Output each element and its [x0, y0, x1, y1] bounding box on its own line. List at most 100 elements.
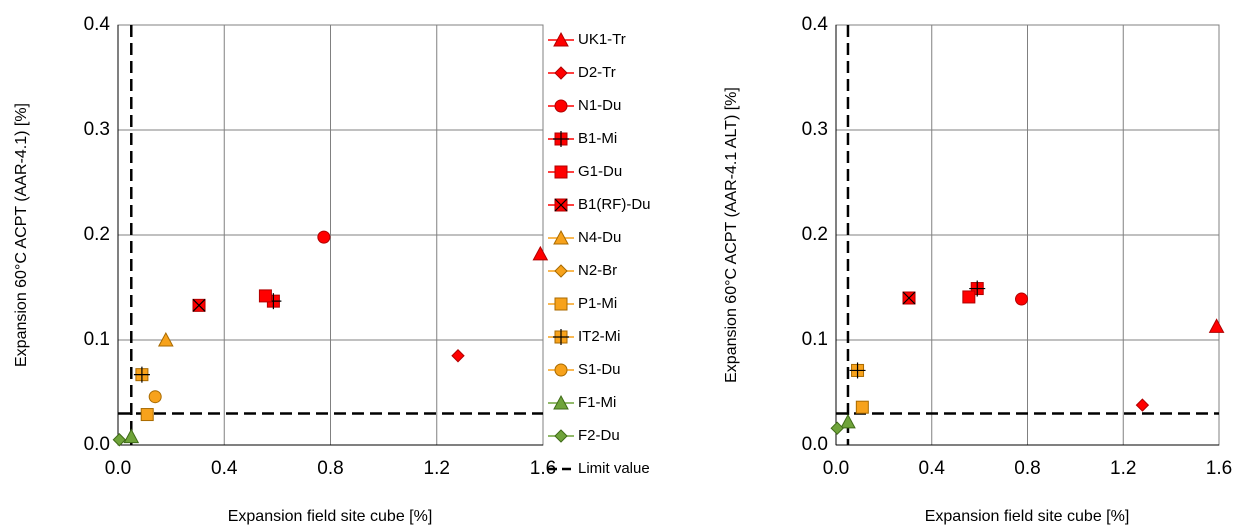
marker-shape	[532, 245, 549, 261]
marker	[554, 165, 568, 179]
y-tick-label: 0.3	[802, 119, 828, 140]
y-axis-title: Expansion 60°C ACPT (AAR-4.1) [%]	[13, 103, 30, 367]
legend-label: S1-Du	[578, 361, 621, 378]
marker	[554, 363, 568, 377]
marker-shape	[554, 363, 568, 377]
marker-shape	[830, 421, 844, 435]
marker-shape	[554, 297, 568, 311]
y-tick-label: 0.0	[84, 434, 110, 455]
marker	[840, 413, 856, 429]
marker-shape	[554, 66, 568, 80]
legend-label: UK1-Tr	[578, 31, 626, 48]
marker	[554, 297, 568, 311]
legend-label: P1-Mi	[578, 295, 617, 312]
legend-label: B1(RF)-Du	[578, 196, 651, 213]
y-tick-label: 0.0	[802, 434, 828, 455]
marker	[1135, 398, 1150, 412]
x-tick-label: 1.2	[424, 458, 450, 479]
legend-label: G1-Du	[578, 163, 622, 180]
marker-shape	[1135, 398, 1150, 412]
legend-label: N2-Br	[578, 262, 617, 279]
marker	[849, 362, 866, 379]
marker	[553, 31, 569, 47]
marker	[1015, 292, 1029, 306]
marker	[554, 66, 568, 80]
marker-shape	[317, 230, 331, 244]
marker	[123, 428, 140, 444]
y-tick-label: 0.2	[84, 224, 110, 245]
marker	[554, 264, 568, 278]
marker	[157, 331, 174, 347]
marker	[554, 99, 568, 113]
marker-shape	[554, 198, 568, 212]
marker-shape	[451, 349, 465, 363]
marker	[830, 421, 844, 435]
marker-shape	[554, 429, 568, 443]
marker	[962, 290, 976, 304]
x-axis-title: Expansion field site cube [%]	[925, 508, 1130, 525]
marker-shape	[123, 428, 140, 444]
y-tick-label: 0.4	[802, 14, 829, 35]
x-axis-title: Expansion field site cube [%]	[228, 508, 433, 525]
marker-shape	[855, 400, 869, 414]
marker	[258, 289, 272, 303]
marker	[192, 298, 206, 312]
legend-label: D2-Tr	[578, 64, 616, 81]
x-tick-label: 1.6	[1206, 458, 1232, 479]
marker	[553, 329, 569, 345]
x-tick-label: 0.0	[823, 458, 849, 479]
y-axis-title: Expansion 60°C ACPT (AAR-4.1 ALT) [%]	[723, 87, 740, 383]
marker-shape	[1015, 292, 1029, 306]
marker	[553, 229, 569, 245]
legend-label: B1-Mi	[578, 130, 617, 147]
marker-shape	[962, 290, 976, 304]
marker	[902, 291, 916, 305]
marker	[112, 433, 127, 447]
x-tick-label: 0.0	[105, 458, 131, 479]
legend-label: IT2-Mi	[578, 328, 621, 345]
marker-shape	[553, 31, 569, 47]
marker-shape	[553, 229, 569, 245]
marker-shape	[554, 99, 568, 113]
marker-shape	[553, 394, 569, 410]
marker	[317, 230, 331, 244]
marker-shape	[140, 408, 154, 422]
marker-shape	[112, 433, 127, 447]
x-tick-label: 0.4	[919, 458, 946, 479]
x-tick-label: 1.6	[530, 458, 556, 479]
legend-label: Limit value	[578, 460, 650, 477]
marker-shape	[554, 165, 568, 179]
legend-label: N1-Du	[578, 97, 621, 114]
legend-label: F2-Du	[578, 427, 620, 444]
marker	[553, 394, 569, 410]
legend-label: F1-Mi	[578, 394, 616, 411]
marker-shape	[148, 390, 162, 404]
marker-shape	[902, 291, 916, 305]
marker	[140, 408, 154, 422]
legend-label: N4-Du	[578, 229, 621, 246]
marker-shape	[1208, 318, 1225, 333]
marker	[451, 349, 465, 363]
marker	[148, 390, 162, 404]
marker-shape	[258, 289, 272, 303]
y-tick-label: 0.1	[802, 329, 828, 350]
y-tick-label: 0.4	[84, 14, 111, 35]
x-tick-label: 1.2	[1110, 458, 1136, 479]
marker	[855, 400, 869, 414]
y-tick-label: 0.1	[84, 329, 110, 350]
marker-shape	[192, 298, 206, 312]
marker-shape	[157, 331, 174, 347]
marker	[553, 131, 569, 147]
y-tick-label: 0.2	[802, 224, 828, 245]
marker	[133, 366, 150, 383]
marker	[554, 198, 568, 212]
x-tick-label: 0.8	[1014, 458, 1040, 479]
marker-shape	[554, 264, 568, 278]
x-tick-label: 0.4	[211, 458, 238, 479]
marker	[554, 429, 568, 443]
x-tick-label: 0.8	[317, 458, 343, 479]
marker	[532, 245, 549, 261]
marker	[1208, 318, 1225, 333]
marker-shape	[840, 413, 856, 429]
